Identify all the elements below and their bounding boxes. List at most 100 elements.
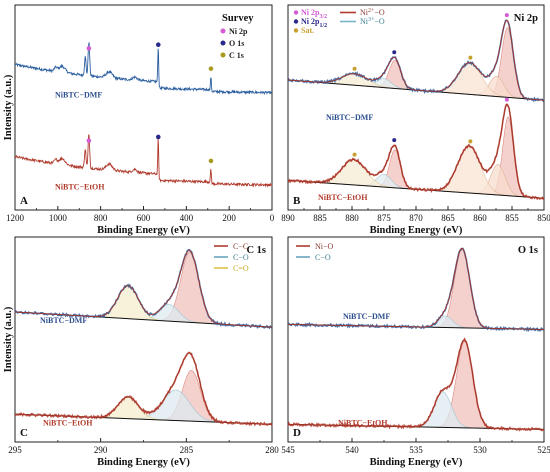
x-tick-label: 800 [94, 213, 108, 223]
x-tick-label: 855 [505, 213, 519, 223]
series-name: NiBTC−DMF [343, 312, 390, 321]
panel-frame [287, 236, 545, 443]
peak-marker [155, 134, 161, 140]
x-tick-label: 885 [313, 213, 327, 223]
x-tick-label: 285 [180, 445, 194, 455]
x-tick-label: 850 [537, 213, 550, 223]
legend-label: Ni3+−O [360, 17, 385, 26]
peak-marker [208, 66, 214, 71]
x-tick-label: 530 [473, 445, 487, 455]
legend: C−C C−O C=O [214, 242, 249, 273]
peak-marker [352, 66, 357, 71]
x-tick-label: 880 [345, 213, 359, 223]
panel-letter: B [293, 195, 301, 207]
x-tick-label: 290 [94, 445, 108, 455]
series-etoh: NiBTC−EtOH [287, 337, 545, 432]
component-peak [287, 341, 544, 430]
x-tick-label: 400 [180, 213, 194, 223]
series-line [14, 42, 273, 96]
x-tick-label: 280 [265, 445, 279, 455]
raw-data-line [287, 247, 545, 333]
x-tick-label: 545 [281, 445, 295, 455]
panel-letter: D [293, 427, 301, 439]
panel-c: 295 290 285 280 Binding Energy (eV) Intensity… [3, 236, 279, 468]
peak-marker [392, 138, 397, 143]
legend-marker [220, 40, 226, 46]
legend-label: C−C [233, 242, 248, 251]
series-dmf: NiBTC−DMF [287, 247, 545, 333]
x-tick-label: 200 [222, 213, 236, 223]
peak-marker [504, 97, 509, 102]
panel-letter: C [20, 427, 28, 439]
legend-marker [293, 19, 299, 24]
peak-marker [352, 152, 357, 157]
legend: Ni−O C−O [296, 242, 334, 262]
x-tick-label: 600 [137, 213, 151, 223]
raw-data-line [287, 337, 545, 432]
fit-envelope [287, 19, 545, 101]
series-dmf: NiBTC−DMF [14, 248, 273, 330]
legend: Ni 2p O 1s C 1s [220, 27, 248, 60]
peak-marker [468, 55, 473, 60]
panel-letter: A [20, 195, 28, 207]
peak-marker [86, 46, 92, 51]
x-tick-label: 540 [345, 445, 359, 455]
panel-title: O 1s [518, 245, 538, 256]
x-tick-label: 875 [377, 213, 391, 223]
series-line [14, 134, 273, 188]
legend-label: C=O [233, 264, 249, 273]
x-tick-label: 1000 [49, 213, 68, 223]
series-name: NiBTC−DMF [55, 90, 102, 99]
series-name: NiBTC−EtOH [43, 419, 93, 428]
fit-envelope [15, 352, 272, 425]
legend-marker [293, 10, 299, 15]
fit-envelope [287, 103, 545, 199]
panel-a: 1200 1000 800 600 400 200 0 Binding Energy (eV)… [3, 4, 275, 236]
panel-title: Ni 2p [514, 13, 538, 24]
series-etoh: NiBTC−EtOH [287, 97, 545, 202]
legend-marker [220, 28, 226, 34]
peak-marker [86, 138, 92, 143]
legend-label: O 1s [229, 39, 244, 48]
legend-label: Ni 2p [229, 27, 248, 36]
legend-label: Sat. [301, 26, 314, 35]
panel-title: Survey [222, 13, 254, 24]
series-name: NiBTC−EtOH [318, 193, 368, 202]
peak-marker [468, 139, 473, 144]
legend-label: Ni2+−O [360, 8, 385, 17]
legend-marker [220, 52, 226, 58]
legend-label: C−O [233, 253, 249, 262]
panel-title: C 1s [246, 245, 266, 256]
legend-label: Ni−O [315, 242, 334, 251]
series-name: NiBTC−DMF [326, 113, 373, 122]
x-tick-label: 535 [409, 445, 423, 455]
series-dmf: NiBTC−DMF [287, 13, 545, 122]
x-tick-label: 865 [441, 213, 455, 223]
x-tick-label: 870 [409, 213, 423, 223]
x-tick-label: 890 [281, 213, 295, 223]
x-axis-label: Binding Energy (eV) [97, 457, 190, 468]
panel-d: 545 540 535 530 525 Binding Energy (eV) D O 1s N… [281, 236, 550, 468]
x-tick-label: 525 [537, 445, 550, 455]
peak-marker [208, 158, 214, 164]
x-tick-label: 295 [8, 445, 22, 455]
legend-marker [293, 28, 299, 33]
series-name: NiBTC−DMF [40, 316, 87, 325]
peak-marker [504, 13, 509, 18]
y-axis-label: Intensity (a.u.) [3, 306, 14, 372]
peak-marker [392, 50, 397, 55]
legend-label: Ni 2p3/2 [301, 8, 327, 20]
x-tick-label: 0 [270, 213, 275, 223]
x-tick-label: 860 [473, 213, 487, 223]
fit-envelope [14, 250, 273, 328]
fit-envelope [288, 247, 545, 330]
panel-b: 890 885 880 875 870 865 860 855 850 Binding Energ… [281, 4, 550, 236]
series-name: NiBTC−EtOH [55, 183, 105, 192]
fit-envelope [288, 339, 544, 430]
legend-label: Ni 2p1/2 [301, 17, 327, 29]
series-etoh: NiBTC−EtOH [14, 351, 273, 428]
x-axis-label: Binding Energy (eV) [97, 225, 190, 236]
x-axis-label: Binding Energy (eV) [370, 225, 463, 236]
